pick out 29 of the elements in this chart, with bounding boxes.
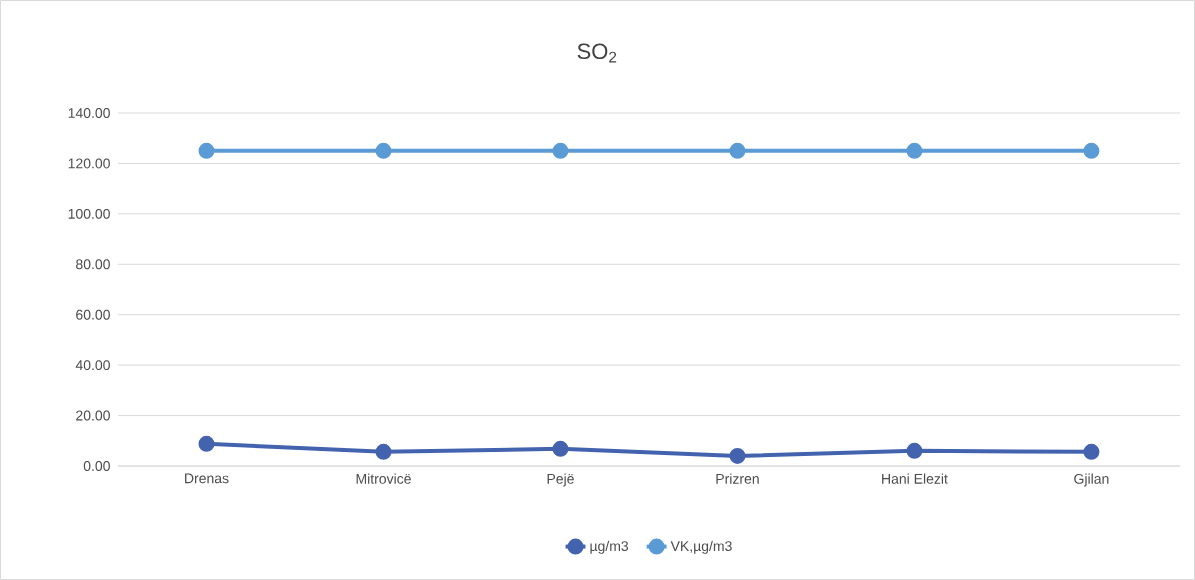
- y-tick-label: 40.00: [75, 360, 110, 371]
- x-tick-label: Gjilan: [1074, 473, 1109, 487]
- point: [198, 142, 215, 159]
- point: [552, 440, 569, 457]
- point: [198, 435, 215, 452]
- y-tick-label: 60.00: [76, 309, 110, 320]
- y-tick-label: 80.00: [76, 259, 110, 270]
- point: [375, 443, 392, 460]
- point: [729, 142, 746, 159]
- point: [375, 142, 392, 159]
- legend-label: µg/m3: [590, 540, 629, 554]
- y-tick-label: 140.00: [68, 108, 110, 118]
- point: [1083, 443, 1100, 460]
- y-tick-label: 120.00: [68, 158, 110, 169]
- point: [906, 142, 923, 159]
- x-tick-label: Drenas: [185, 473, 229, 484]
- x-tick-label: Pejë: [547, 473, 574, 487]
- point: [729, 447, 746, 464]
- x-tick-label: Prizren: [716, 473, 759, 484]
- point: [906, 442, 923, 459]
- legend-label: VK,µg/m3: [670, 540, 732, 554]
- point: [552, 142, 569, 159]
- y-tick-label: 20.00: [76, 410, 110, 421]
- y-tick-label: 0.00: [83, 461, 110, 471]
- x-tick-label: Hani Elezit: [882, 473, 948, 484]
- point: [1083, 142, 1100, 159]
- y-tick-label: 100.00: [68, 208, 110, 219]
- chart-title: SO$_{2}$: [577, 43, 617, 63]
- x-tick-label: Mitrovicë: [356, 473, 411, 484]
